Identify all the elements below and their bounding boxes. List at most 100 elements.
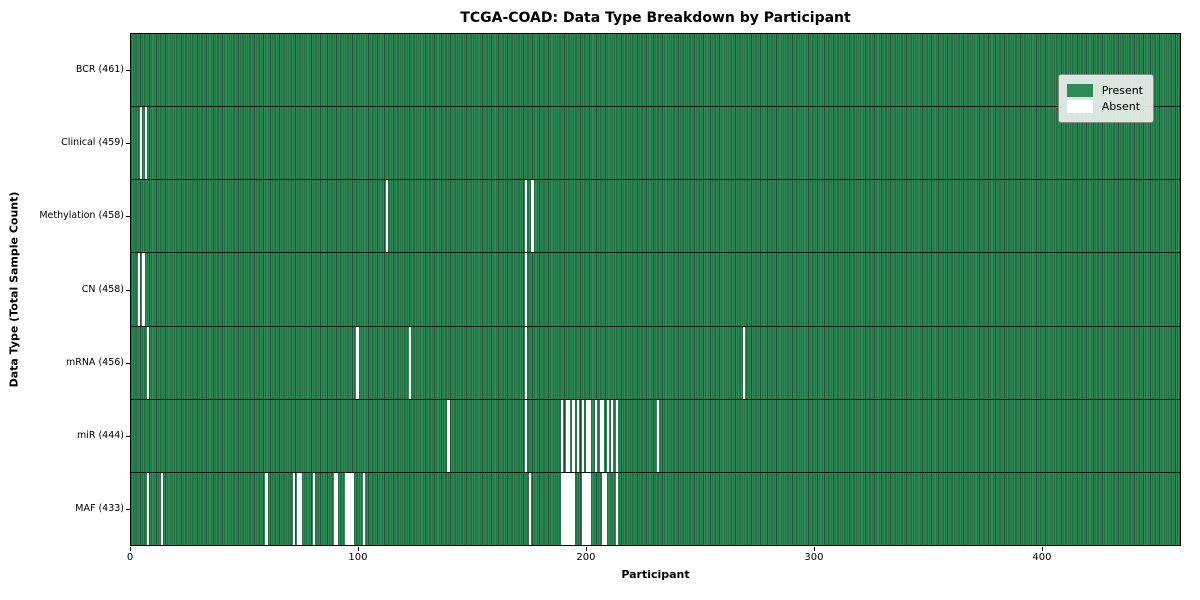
y-tick-mark (126, 216, 130, 218)
x-tick-label: 100 (348, 552, 368, 563)
heatmap-row-MAF (131, 472, 1180, 545)
absent-swatch (1066, 100, 1093, 113)
absent-stripe (602, 472, 605, 545)
y-tick-mark (126, 69, 130, 71)
absent-stripe (743, 326, 746, 399)
y-tick-label: Methylation (458) (39, 210, 124, 222)
x-tick-label: 300 (804, 552, 824, 563)
absent-stripe (586, 472, 589, 545)
absent-stripe (595, 399, 598, 472)
absent-stripe (563, 472, 566, 545)
y-tick-label: miR (444) (76, 430, 124, 442)
absent-stripe (335, 472, 339, 545)
legend: Present Absent (1057, 74, 1154, 123)
y-tick-label: BCR (461) (75, 63, 124, 75)
y-tick-mark (126, 142, 130, 144)
absent-stripe (588, 472, 591, 545)
absent-stripe (144, 107, 147, 180)
y-tick-mark (126, 362, 130, 364)
y-tick-label: mRNA (456) (65, 356, 124, 368)
legend-entry-present: Present (1066, 84, 1143, 97)
x-tick-mark (585, 547, 587, 551)
absent-stripe (142, 253, 145, 326)
absent-stripe (313, 472, 316, 545)
absent-stripe (524, 253, 527, 326)
absent-stripe (146, 326, 150, 399)
absent-stripe (611, 399, 614, 472)
absent-stripe (572, 399, 575, 472)
absent-stripe (599, 399, 603, 472)
legend-entry-absent: Absent (1066, 100, 1143, 113)
absent-stripe (265, 472, 268, 545)
absent-stripe (606, 399, 609, 472)
absent-stripe (561, 399, 564, 472)
absent-stripe (570, 472, 573, 545)
legend-label-absent: Absent (1101, 100, 1141, 113)
absent-stripe (292, 472, 295, 545)
absent-stripe (524, 326, 527, 399)
heatmap-row-BCR (131, 34, 1180, 108)
absent-stripe (347, 472, 350, 545)
absent-stripe (160, 472, 163, 545)
x-tick-label: 400 (1032, 552, 1052, 563)
heatmap-row-mRNA (131, 326, 1180, 400)
y-tick-mark (126, 509, 130, 511)
heatmap-rows (131, 34, 1180, 545)
absent-stripe (581, 472, 584, 545)
x-tick-mark (130, 547, 131, 551)
y-axis-label: Data Type (Total Sample Count) (7, 191, 21, 388)
absent-stripe (363, 472, 366, 545)
x-tick-mark (1041, 547, 1043, 551)
x-tick-mark (813, 547, 815, 551)
absent-stripe (565, 472, 568, 545)
absent-stripe (529, 472, 532, 545)
absent-stripe (447, 399, 450, 472)
x-tick-label: 200 (576, 552, 596, 563)
absent-stripe (615, 472, 618, 545)
heatmap-row-CN (131, 253, 1180, 327)
y-tick-mark (126, 289, 130, 291)
legend-label-present: Present (1101, 84, 1143, 97)
absent-stripe (140, 107, 143, 180)
heatmap-row-miR (131, 399, 1180, 473)
absent-stripe (524, 399, 527, 472)
absent-stripe (351, 472, 354, 545)
absent-stripe (561, 472, 564, 545)
absent-stripe (531, 180, 534, 253)
absent-stripe (604, 472, 607, 545)
x-axis-label: Participant (621, 568, 690, 581)
absent-stripe (602, 399, 605, 472)
y-tick-mark (126, 436, 130, 438)
chart-title: TCGA-COAD: Data Type Breakdown by Partic… (460, 10, 851, 26)
absent-stripe (344, 472, 348, 545)
absent-stripe (146, 472, 150, 545)
absent-stripe (408, 326, 411, 399)
heatmap-row-Methylation (131, 180, 1180, 254)
absent-stripe (524, 180, 527, 253)
present-swatch (1066, 84, 1093, 97)
absent-stripe (576, 399, 580, 472)
absent-stripe (349, 472, 352, 545)
absent-stripe (588, 399, 591, 472)
absent-stripe (356, 326, 359, 399)
y-tick-label: CN (458) (81, 283, 124, 295)
absent-stripe (583, 472, 587, 545)
absent-stripe (572, 472, 575, 545)
absent-stripe (567, 472, 571, 545)
x-tick-label: 0 (126, 552, 134, 563)
absent-stripe (333, 472, 336, 545)
absent-stripe (615, 399, 618, 472)
absent-stripe (565, 399, 568, 472)
absent-stripe (385, 180, 389, 253)
absent-stripe (656, 399, 659, 472)
absent-stripe (586, 399, 589, 472)
absent-stripe (581, 399, 584, 472)
heatmap-plot: Present Absent (130, 33, 1181, 546)
x-tick-mark (357, 547, 359, 551)
absent-stripe (137, 253, 141, 326)
y-tick-label: MAF (433) (75, 503, 124, 515)
y-tick-label: Clinical (459) (61, 136, 124, 148)
absent-stripe (297, 472, 300, 545)
heatmap-row-Clinical (131, 107, 1180, 181)
